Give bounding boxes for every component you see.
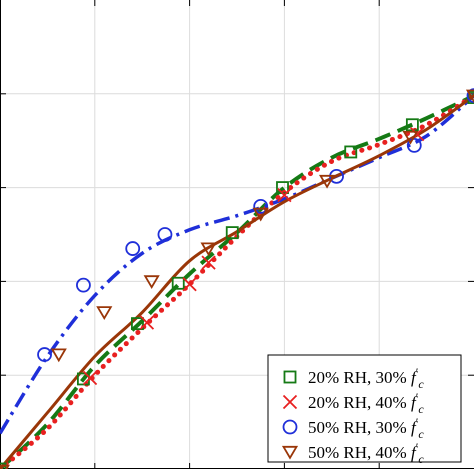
series-curves bbox=[0, 93, 474, 469]
data-point-square bbox=[171, 276, 185, 290]
data-point-circle bbox=[406, 137, 422, 153]
data-point-triangle-down bbox=[252, 207, 269, 222]
series-markers bbox=[0, 88, 474, 469]
data-point-x bbox=[282, 394, 298, 410]
data-point-x bbox=[182, 277, 197, 292]
data-point-x bbox=[277, 187, 292, 203]
data-point-square bbox=[225, 226, 239, 240]
data-point-triangle-down bbox=[465, 89, 474, 104]
legend: 20% RH, 30% f′c 20% RH, 40% f′c 50% RH, … bbox=[267, 354, 462, 466]
data-point-triangle-down bbox=[0, 464, 10, 469]
data-point-triangle-down bbox=[200, 242, 217, 257]
legend-box bbox=[267, 354, 462, 463]
data-point-circle bbox=[282, 419, 298, 435]
data-point-triangle-down bbox=[402, 130, 419, 145]
data-point-circle bbox=[76, 277, 91, 293]
legend-marker-square bbox=[283, 370, 297, 384]
data-point-circle bbox=[125, 241, 141, 256]
data-point-circle bbox=[37, 347, 52, 362]
series-line-square bbox=[0, 93, 474, 469]
data-point-square bbox=[131, 317, 144, 331]
data-point-square bbox=[344, 145, 358, 159]
legend-label: 50% RH, 30% f′c bbox=[308, 415, 424, 441]
legend-label: 20% RH, 40% f′c bbox=[308, 390, 424, 416]
data-point-square bbox=[283, 370, 297, 384]
series-markers-x bbox=[82, 126, 425, 386]
series-line-triangle-down bbox=[0, 94, 474, 469]
legend-label: 50% RH, 40% f′c bbox=[308, 440, 424, 466]
legend-entry: 50% RH, 30% f′c bbox=[282, 415, 424, 441]
legend-entry: 20% RH, 40% f′c bbox=[282, 390, 424, 416]
legend-entry: 20% RH, 30% f′c bbox=[283, 365, 424, 391]
series-line-circle bbox=[0, 94, 474, 435]
series-markers-triangle-down bbox=[0, 89, 474, 469]
series-line-x bbox=[0, 93, 474, 469]
data-point-triangle-down bbox=[96, 306, 113, 320]
data-point-triangle-down bbox=[281, 445, 299, 460]
data-point-circle bbox=[466, 88, 474, 104]
legend-marker-triangle-down bbox=[281, 445, 299, 460]
data-point-circle bbox=[157, 227, 173, 242]
data-point-x bbox=[82, 370, 98, 386]
data-point-triangle-down bbox=[50, 348, 67, 363]
data-point-triangle-down bbox=[318, 174, 336, 189]
data-point-x bbox=[201, 255, 216, 270]
legend-marker-circle bbox=[282, 419, 298, 435]
legend-label: 20% RH, 30% f′c bbox=[308, 365, 424, 391]
data-point-triangle-down bbox=[143, 275, 160, 290]
data-point-circle bbox=[253, 198, 269, 214]
data-point-x bbox=[139, 315, 155, 330]
legend-marker-x bbox=[282, 394, 298, 410]
series-markers-circle bbox=[37, 88, 474, 362]
legend-entry: 50% RH, 40% f′c bbox=[281, 440, 424, 466]
